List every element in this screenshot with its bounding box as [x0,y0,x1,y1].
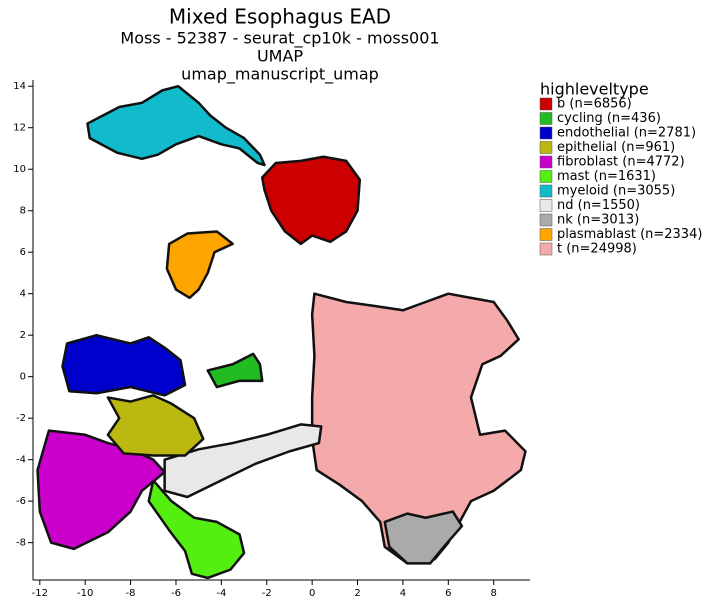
legend-swatch [539,184,553,198]
chart-subtitle: Moss - 52387 - seurat_cp10k - moss001 [120,29,439,49]
y-tick-label: 4 [20,289,26,300]
legend-swatch [539,112,553,125]
y-tick-label: -4 [16,455,26,466]
x-tick-label: 2 [354,588,360,599]
legend-swatch [539,126,553,140]
cluster [86,84,266,167]
chart-title: Mixed Esophagus EAD [169,5,391,29]
cluster [147,479,246,580]
x-tick-label: -12 [32,588,48,599]
legend-label: fibroblast (n=4772) [557,155,685,170]
legend-label: myeloid (n=3055) [557,184,675,199]
y-tick-label: 2 [20,330,26,341]
y-tick-label: -2 [16,413,26,424]
chart-subtitle: umap_manuscript_umap [181,65,379,85]
y-tick-label: 8 [20,206,26,217]
legend-swatch [539,155,553,169]
legend-swatch [539,242,553,256]
x-tick-label: -6 [171,588,181,599]
y-tick-label: -6 [16,496,26,507]
cluster [383,510,464,565]
cluster [61,333,187,397]
cluster [206,352,264,389]
cluster [106,394,205,457]
x-tick-label: 8 [491,588,497,599]
x-tick-label: -8 [126,588,136,599]
chart-subtitle: UMAP [257,47,303,66]
x-tick-label: -4 [216,588,226,599]
cluster [310,292,527,565]
legend-swatch [539,170,553,183]
legend-label: nd (n=1550) [557,198,640,213]
y-tick-label: 0 [20,372,26,383]
legend-title: highleveltype [540,80,649,99]
y-tick-label: 12 [13,123,26,134]
legend-swatch [539,228,553,241]
x-tick-label: 4 [400,588,406,599]
y-tick-label: 14 [13,81,26,92]
cluster [163,423,323,499]
legend-label: b (n=6856) [557,97,632,112]
legend-swatch [539,199,553,212]
legend-label: plasmablast (n=2334) [557,227,702,242]
legend-swatch [539,97,553,111]
cluster [36,429,166,551]
x-tick-label: 6 [445,588,451,599]
legend-label: mast (n=1631) [557,169,656,184]
y-tick-label: 6 [20,247,26,258]
legend-label: epithelial (n=961) [557,140,675,155]
cluster [260,155,362,246]
y-tick-label: 10 [13,164,26,175]
legend-swatch [539,213,553,227]
legend-label: t (n=24998) [557,242,637,257]
x-tick-label: -2 [262,588,272,599]
y-tick-label: -8 [16,538,26,549]
cluster [165,230,234,300]
x-tick-label: 0 [309,588,315,599]
legend-swatch [539,141,553,154]
legend-label: endothelial (n=2781) [557,126,696,141]
x-tick-label: -10 [77,588,93,599]
legend-label: cycling (n=436) [557,111,661,126]
legend-label: nk (n=3013) [557,213,639,228]
